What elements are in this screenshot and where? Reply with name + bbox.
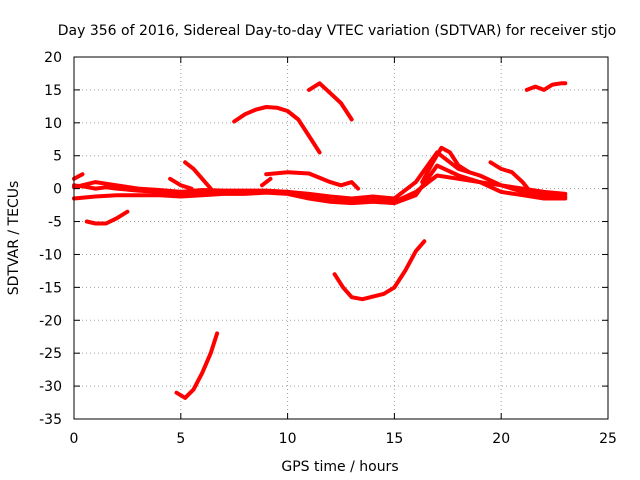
series-seg-5 <box>168 176 194 191</box>
series-seg-8 <box>264 170 361 191</box>
grid <box>74 57 608 419</box>
x-tick-label: 25 <box>599 431 617 447</box>
y-tick-label: -10 <box>39 247 62 263</box>
y-tick-label: 15 <box>44 83 62 99</box>
y-tick-label: -20 <box>39 313 62 329</box>
x-tick-label: 10 <box>279 431 297 447</box>
series-seg-7 <box>307 81 354 122</box>
data-series <box>72 81 568 400</box>
x-axis-label: GPS time / hours <box>281 459 398 475</box>
x-tick-label: 0 <box>70 431 79 447</box>
series-band-c <box>72 150 568 201</box>
y-tick-label: 20 <box>44 50 62 66</box>
plot-frame <box>73 56 609 420</box>
y-tick-label: 0 <box>53 182 62 198</box>
y-tick-label: 10 <box>44 116 62 132</box>
series-seg-9 <box>260 176 273 188</box>
series-band-d <box>420 145 472 185</box>
x-tick-label: 15 <box>385 431 403 447</box>
y-tick-label: -35 <box>39 412 62 428</box>
series-seg-12 <box>524 81 568 92</box>
x-tick-label: 20 <box>492 431 510 447</box>
series-seg-2 <box>84 209 130 226</box>
y-axis-label: SDTVAR / TECUs <box>6 181 22 296</box>
chart-title: Day 356 of 2016, Sidereal Day-to-day VTE… <box>58 23 616 39</box>
x-tick-label: 5 <box>176 431 185 447</box>
y-tick-label: -25 <box>39 346 62 362</box>
series-seg-11 <box>488 160 536 198</box>
y-tick-label: -30 <box>39 379 62 395</box>
y-tick-label: -5 <box>48 215 62 231</box>
series-seg-1 <box>72 172 85 181</box>
y-tick-label: 5 <box>53 149 62 165</box>
series-seg-6 <box>232 105 322 155</box>
series-seg-4 <box>183 160 213 191</box>
series-band-b <box>72 163 568 206</box>
series-seg-3 <box>174 331 220 400</box>
series-seg-10 <box>332 239 427 302</box>
ticks: 0 5 10 15 20 25 20 15 10 5 0 -5 -10 -15 -20 -25 -30 -35 <box>39 50 617 447</box>
y-tick-label: -15 <box>39 280 62 296</box>
